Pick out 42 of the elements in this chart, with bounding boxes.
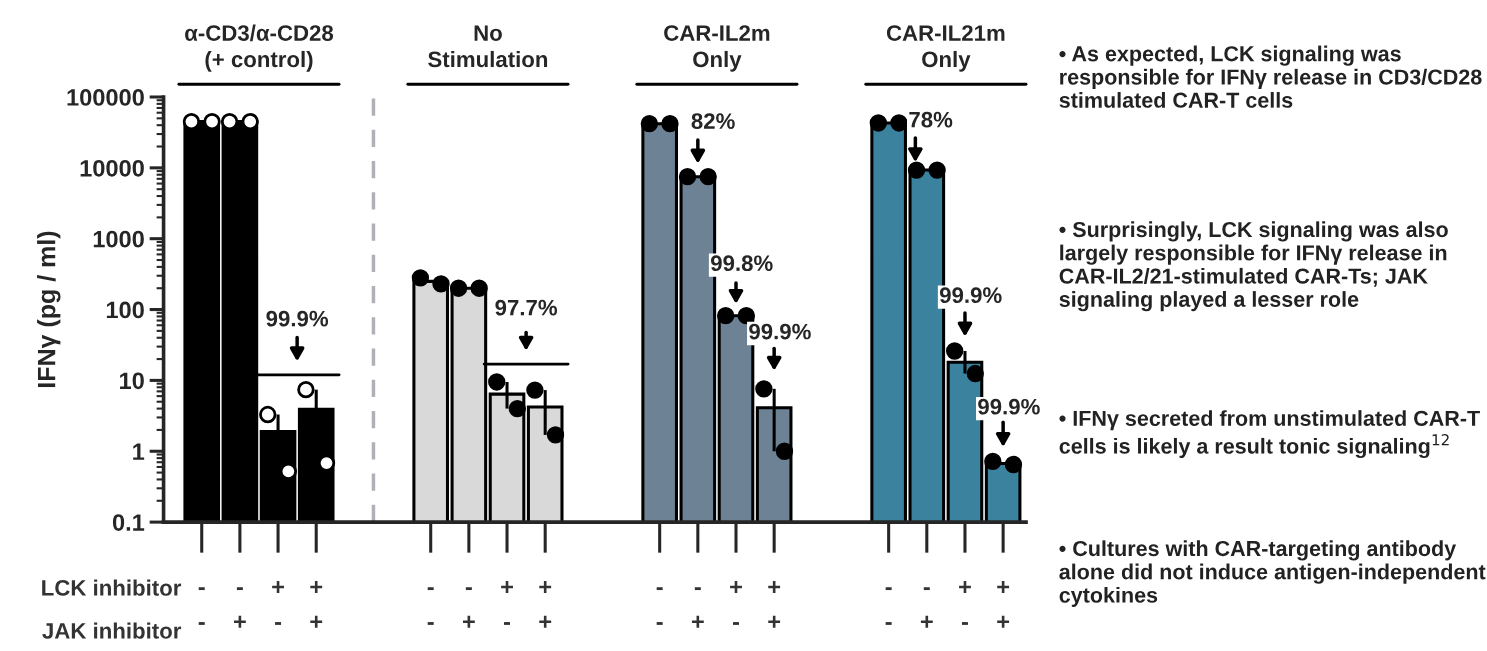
y-tick-label: 100000 (67, 89, 144, 106)
x-tick-label: - + (920, 587, 933, 628)
annotation: 99.9% (978, 398, 1040, 415)
category-label: + - (959, 580, 971, 625)
text: • Cultures with CAR-targeting antibody alone did not induce antigen-independent cytokines (1059, 540, 1486, 607)
x-tick-label: - + (233, 587, 246, 628)
annotation: 99.9% (939, 287, 1002, 304)
category-label: - - (656, 587, 663, 625)
category-label: + - (501, 580, 513, 625)
x-tick-label: + + (539, 580, 552, 628)
category-label: + - (272, 580, 284, 625)
category-label: - - (198, 587, 205, 625)
text: CAR-IL21m Only (886, 25, 1005, 72)
text: • Surprisingly, LCK signaling was also largely responsible for IFNγ release in CAR-IL2/21-stimulated CAR-Ts; JAK signaling played a lesser role (1059, 221, 1448, 312)
text: JAK inhibitor (42, 622, 182, 639)
x-tick-label: - + (691, 587, 704, 628)
text: No Stimulation (428, 25, 548, 68)
annotation: 78% (909, 111, 953, 128)
y-axis-title: IFNγ (pg / ml) (37, 231, 61, 388)
x-tick-label: - + (462, 587, 475, 628)
category-label: - - (427, 587, 434, 625)
annotation: 82% (691, 113, 735, 129)
text: LCK inhibitor (42, 579, 182, 596)
x-tick-label: + + (768, 580, 781, 628)
text: • As expected, LCK signaling was responsible for IFNγ release in CD3/CD28 stimulated CAR-T cells (1059, 45, 1482, 108)
category-label: - - (885, 587, 892, 625)
text: CAR-IL2m Only (664, 25, 770, 72)
text: α-CD3/α-CD28 (+ control) (185, 24, 334, 72)
annotation: 99.9% (266, 310, 329, 327)
y-tick-label: 10000 (80, 159, 144, 177)
category-label: + - (730, 580, 742, 625)
y-tick-label: 100 (106, 301, 144, 319)
y-tick-label: 1 (133, 443, 145, 460)
text: • IFNγ secreted from unstimulated CAR-T cells is likely a result tonic signaling$^{12}$ (1059, 410, 1480, 459)
annotation: 99.8% (710, 255, 773, 272)
x-tick-label: + + (997, 580, 1010, 628)
x-tick-label: + + (310, 580, 323, 628)
annotation: 97.7% (495, 299, 558, 316)
y-tick-label: 1000 (93, 230, 144, 248)
y-tick-label: 10 (120, 372, 144, 390)
annotation: 99.9% (749, 323, 811, 340)
y-tick-label: 0.1 (112, 514, 145, 531)
